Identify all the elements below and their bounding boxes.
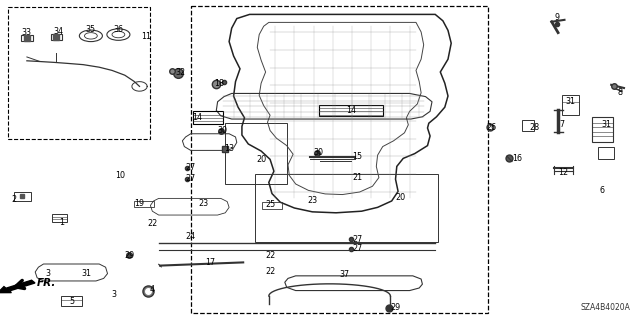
Text: 31: 31 (566, 97, 576, 106)
Text: 6: 6 (599, 186, 604, 195)
Text: 3: 3 (45, 269, 51, 278)
Text: 31: 31 (602, 120, 612, 129)
Text: 20: 20 (395, 193, 405, 202)
Text: 21: 21 (352, 173, 362, 182)
Text: SZA4B4020A: SZA4B4020A (580, 303, 630, 312)
Text: FR.: FR. (36, 278, 56, 288)
Text: 27: 27 (352, 244, 362, 253)
Text: 22: 22 (265, 267, 275, 276)
Text: 23: 23 (307, 196, 317, 205)
Text: 30: 30 (218, 126, 228, 135)
Text: 7: 7 (559, 120, 564, 129)
Text: 14: 14 (346, 106, 356, 115)
Text: 5: 5 (69, 297, 74, 306)
Text: 29: 29 (124, 251, 134, 260)
Text: 24: 24 (186, 232, 196, 241)
Text: 16: 16 (512, 154, 522, 163)
Text: 28: 28 (529, 123, 540, 132)
Text: 17: 17 (205, 258, 215, 267)
Text: 27: 27 (186, 174, 196, 183)
Text: 36: 36 (113, 25, 124, 34)
Text: 22: 22 (147, 219, 157, 228)
Text: 2: 2 (12, 196, 17, 204)
Text: 37: 37 (339, 270, 349, 279)
Text: 31: 31 (81, 269, 92, 278)
Text: 27: 27 (186, 164, 196, 172)
Text: 11: 11 (141, 32, 151, 41)
Text: 26: 26 (486, 123, 497, 132)
Text: 22: 22 (265, 251, 275, 260)
Text: 1: 1 (60, 218, 65, 227)
Text: 19: 19 (134, 199, 145, 208)
Text: 23: 23 (198, 199, 209, 208)
Text: 20: 20 (256, 155, 266, 164)
FancyArrow shape (0, 280, 35, 293)
Text: 27: 27 (352, 235, 362, 244)
Text: 25: 25 (265, 200, 275, 209)
Text: 30: 30 (314, 148, 324, 157)
Text: 4: 4 (150, 285, 155, 294)
Text: 8: 8 (617, 88, 622, 97)
Text: 34: 34 (54, 27, 64, 36)
Text: 9: 9 (554, 13, 559, 22)
Text: 33: 33 (22, 28, 32, 37)
Text: 14: 14 (192, 113, 202, 122)
Text: 10: 10 (115, 171, 125, 180)
Text: 12: 12 (558, 168, 568, 177)
Text: 35: 35 (86, 25, 96, 34)
Text: 13: 13 (224, 144, 234, 153)
Text: 29: 29 (390, 303, 401, 312)
Text: 18: 18 (214, 79, 224, 88)
Text: 3: 3 (111, 290, 116, 299)
Text: 32: 32 (175, 68, 186, 77)
Text: 15: 15 (352, 152, 362, 161)
